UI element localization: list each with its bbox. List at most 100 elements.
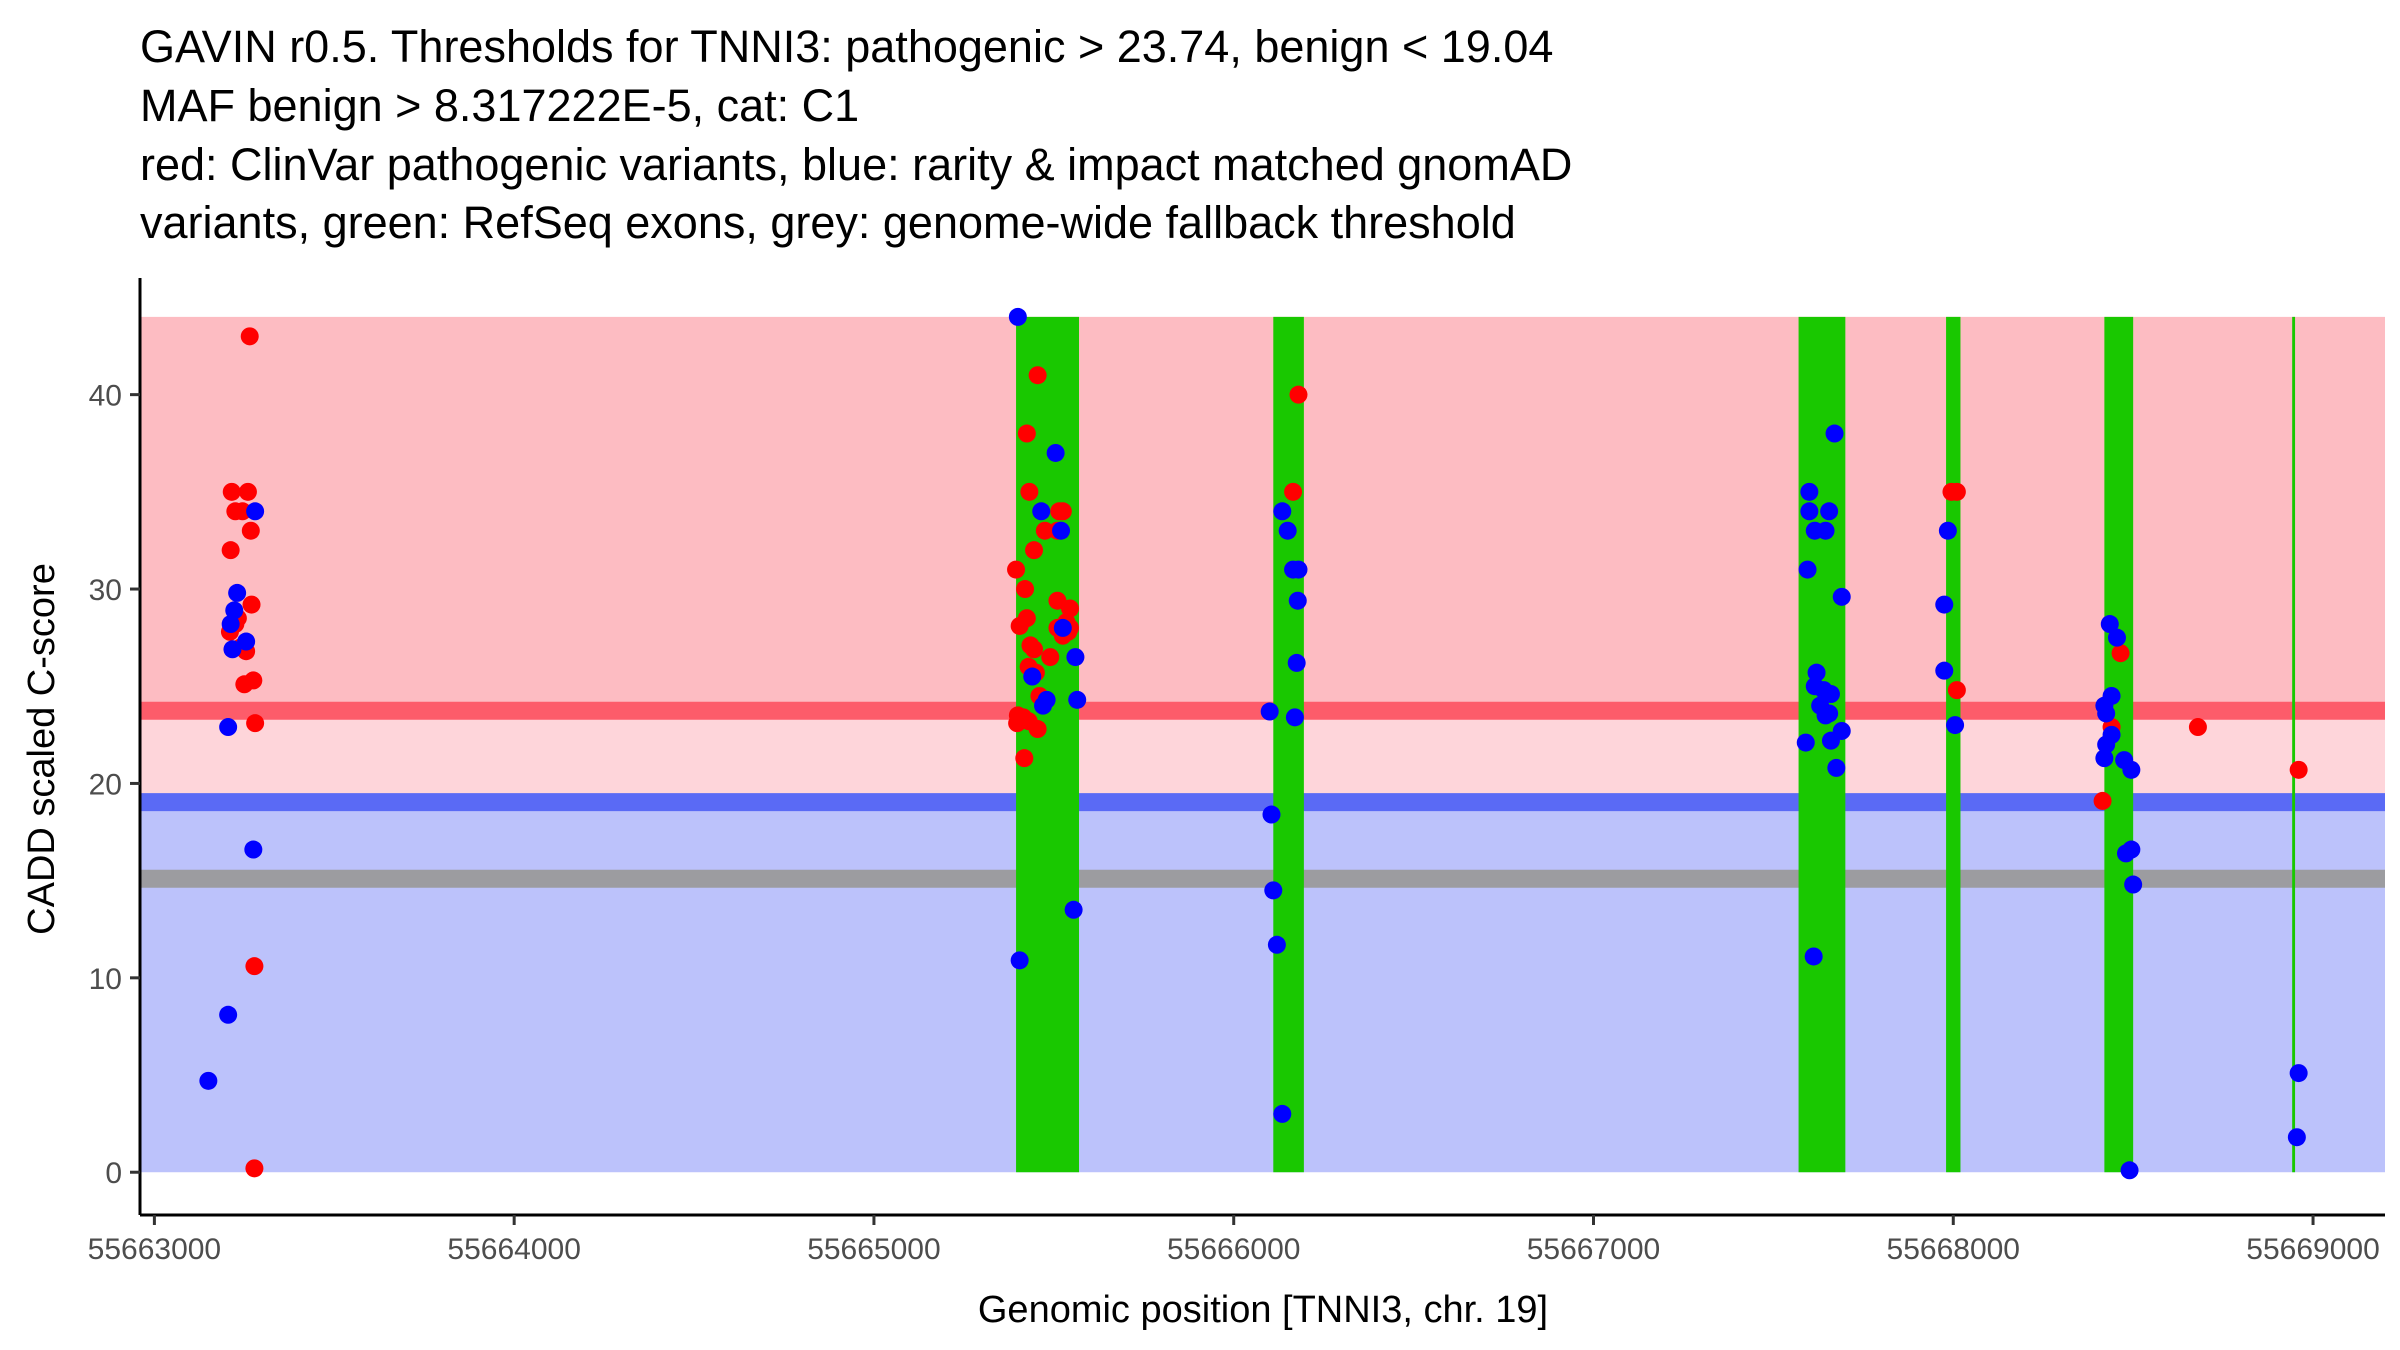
gnomad-variant-point xyxy=(1285,708,1304,727)
gnomad-variant-point xyxy=(1008,307,1027,326)
gnomad-variant-point xyxy=(219,1005,238,1024)
gnomad-variant-point xyxy=(2120,1161,2139,1180)
pathogenic-variant-point xyxy=(245,957,264,976)
gnomad-variant-point xyxy=(2107,628,2126,647)
gnomad-variant-point xyxy=(1262,805,1281,824)
pathogenic-variant-point xyxy=(1048,591,1067,610)
gnomad-variant-point xyxy=(223,640,242,659)
gnomad-variant-point xyxy=(1052,521,1071,540)
uncertain-region xyxy=(140,710,2385,803)
pathogenic-variant-point xyxy=(1017,609,1036,628)
pathogenic-variant-point xyxy=(1028,720,1047,739)
x-tick-label: 55667000 xyxy=(1527,1233,1660,1266)
gnomad-variant-point xyxy=(1289,560,1308,579)
pathogenic-variant-point xyxy=(2093,791,2112,810)
pathogenic-variant-point xyxy=(1284,482,1303,501)
gnomad-variant-point xyxy=(1032,502,1051,521)
gnomad-variant-point xyxy=(244,840,263,859)
gnomad-variant-point xyxy=(2100,615,2119,634)
x-tick-label: 55669000 xyxy=(2246,1233,2379,1266)
gnomad-variant-point xyxy=(1804,947,1823,966)
pathogenic-variant-point xyxy=(246,714,265,733)
gnomad-variant-point xyxy=(2287,1128,2306,1147)
x-ticks: 55663000 55664000 55665000 55666000 55667000… xyxy=(88,1215,2380,1266)
gnomad-variant-point xyxy=(225,601,244,620)
pathogenic-variant-point xyxy=(1947,482,1966,501)
pathogenic-variant-point xyxy=(1016,580,1035,599)
gnomad-variant-point xyxy=(2097,735,2116,754)
pathogenic-variant-point xyxy=(221,541,240,560)
y-tick-label: 10 xyxy=(89,963,122,996)
gnomad-variant-point xyxy=(1935,595,1954,614)
gnomad-variant-point xyxy=(2122,840,2141,859)
chart-title-line-1: GAVIN r0.5. Thresholds for TNNI3: pathog… xyxy=(140,21,1554,72)
gnomad-variant-point xyxy=(1010,951,1029,970)
gnomad-variant-point xyxy=(1820,502,1839,521)
exon-1 xyxy=(1016,316,1080,1173)
pathogenic-variant-point xyxy=(1015,749,1034,768)
pathogenic-variant-point xyxy=(1041,648,1060,667)
gnomad-variant-point xyxy=(246,502,265,521)
gnomad-variant-point xyxy=(1288,591,1307,610)
gnomad-variant-point xyxy=(1807,663,1826,682)
pathogenic-variant-point xyxy=(1947,681,1966,700)
pathogenic-variant-point xyxy=(1007,560,1026,579)
y-tick-label: 0 xyxy=(105,1157,122,1190)
chart-title-line-4: variants, green: RefSeq exons, grey: gen… xyxy=(140,197,1516,248)
chart-title-line-3: red: ClinVar pathogenic variants, blue: … xyxy=(140,139,1573,190)
gnomad-variant-point xyxy=(1023,667,1042,686)
gnomad-variant-point xyxy=(228,583,247,602)
pathogenic-variant-point xyxy=(238,482,257,501)
gnomad-variant-point xyxy=(1796,733,1815,752)
x-tick-label: 55665000 xyxy=(807,1233,940,1266)
gnomad-variant-point xyxy=(1066,648,1085,667)
x-axis-title: Genomic position [TNNI3, chr. 19] xyxy=(978,1289,1548,1331)
gnomad-variant-point xyxy=(1938,521,1957,540)
gnomad-variant-point xyxy=(1064,900,1083,919)
pathogenic-variant-point xyxy=(2111,644,2130,663)
x-tick-label: 55668000 xyxy=(1887,1233,2020,1266)
pathogenic-variant-point xyxy=(244,671,263,690)
pathogenic-variant-point xyxy=(1028,366,1047,385)
gnomad-variant-point xyxy=(1068,690,1087,709)
gnomad-variant-point xyxy=(1832,587,1851,606)
pathogenic-variant-point xyxy=(2188,718,2207,737)
gnomad-variant-point xyxy=(1798,560,1817,579)
gnomad-variant-point xyxy=(1825,424,1844,443)
gnomad-variant-point xyxy=(1037,690,1056,709)
pathogenic-variant-point xyxy=(233,502,252,521)
exon-2 xyxy=(1273,316,1304,1173)
gnomad-variant-point xyxy=(1800,502,1819,521)
gnomad-variant-point xyxy=(1273,502,1292,521)
pathogenic-variant-point xyxy=(2289,760,2308,779)
gnomad-variant-point xyxy=(1260,702,1279,721)
gnomad-variant-point xyxy=(1800,482,1819,501)
gnomad-variant-point xyxy=(1827,758,1846,777)
y-tick-label: 20 xyxy=(89,768,122,801)
benign-region xyxy=(140,802,2385,1173)
pathogenic-variant-point xyxy=(1025,640,1044,659)
gnomad-variant-point xyxy=(1946,716,1965,735)
gnomad-variant-point xyxy=(237,632,256,651)
exon-6 xyxy=(2292,316,2296,1173)
pathogenic-variant-point xyxy=(1053,502,1072,521)
gnomad-variant-point xyxy=(1267,935,1286,954)
x-tick-label: 55663000 xyxy=(88,1233,221,1266)
y-tick-label: 30 xyxy=(89,574,122,607)
pathogenic-variant-point xyxy=(1025,541,1044,560)
pathogenic-variant-point xyxy=(241,521,260,540)
pathogenic-variant-point xyxy=(1289,385,1308,404)
pathogenic-variant-point xyxy=(245,1159,264,1178)
threshold-bands xyxy=(140,316,2385,1173)
variant-points xyxy=(199,307,2308,1180)
gnomad-variant-point xyxy=(1287,653,1306,672)
gnomad-variant-point xyxy=(1278,521,1297,540)
y-axis-title: CADD scaled C-score xyxy=(21,563,63,935)
axes: 55663000 55664000 55665000 55666000 55667000… xyxy=(88,278,2385,1266)
gnomad-variant-point xyxy=(2097,704,2116,723)
gnomad-variant-point xyxy=(221,615,240,634)
y-tick-label: 40 xyxy=(89,380,122,413)
pathogenic-variant-point xyxy=(1017,424,1036,443)
pathogenic-variant-point xyxy=(1020,482,1039,501)
